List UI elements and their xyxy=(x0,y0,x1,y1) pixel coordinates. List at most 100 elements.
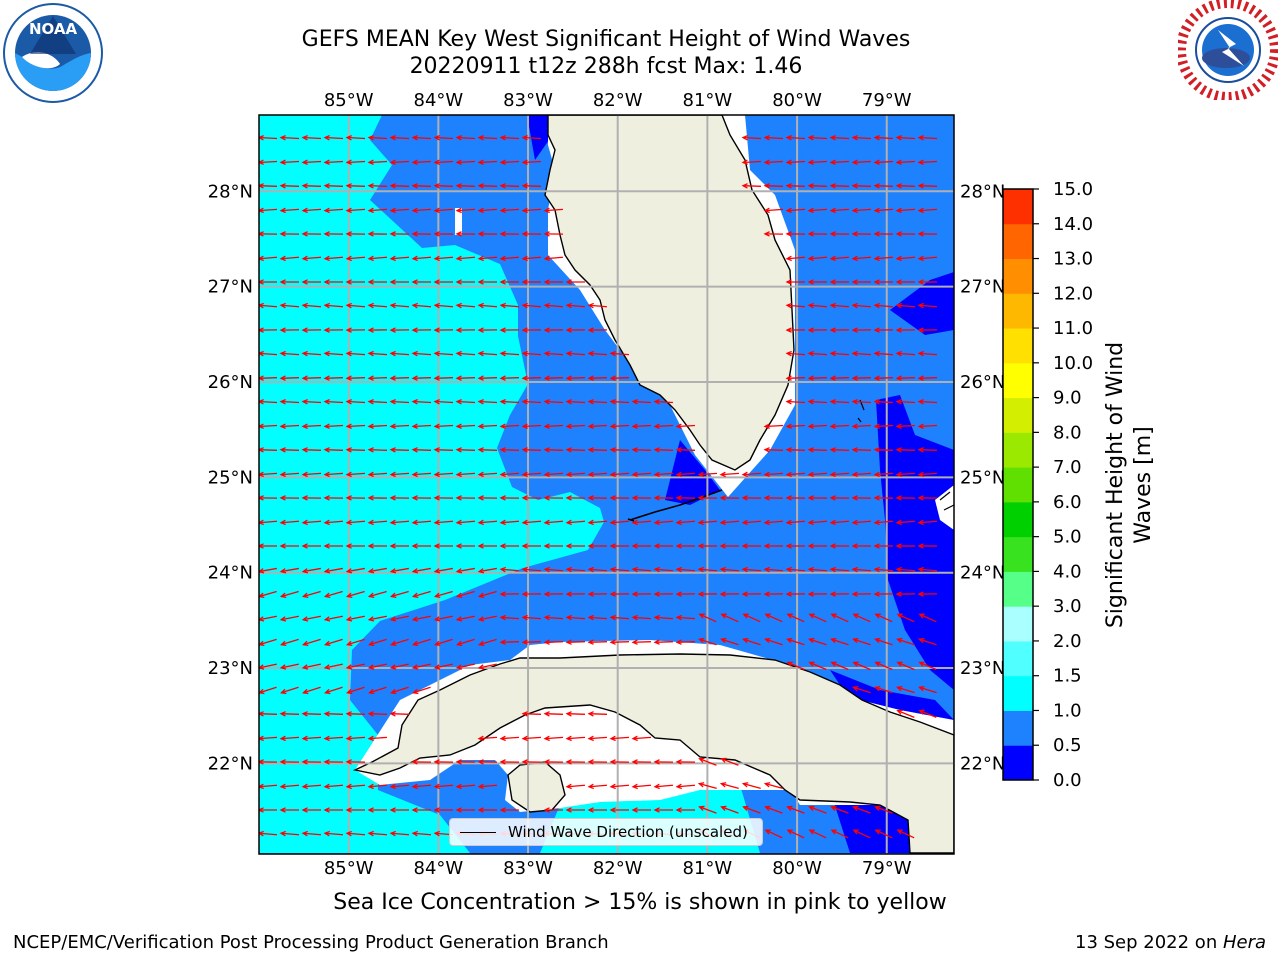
wave-arrow-head xyxy=(455,664,463,670)
wave-arrow xyxy=(281,663,299,669)
wave-arrow-head xyxy=(785,447,792,453)
wave-arrow-head xyxy=(829,398,836,405)
wave-arrow-head xyxy=(301,519,308,526)
wave-arrow xyxy=(676,641,696,643)
wave-arrow xyxy=(500,160,520,164)
wave-arrow xyxy=(368,136,388,140)
wave-arrow xyxy=(721,613,739,623)
wave-arrow xyxy=(544,641,564,643)
wave-arrow-head xyxy=(631,471,638,478)
wave-arrow-head xyxy=(367,519,374,526)
wave-arrow-head xyxy=(345,640,353,647)
wave-arrow xyxy=(720,472,740,476)
colorbar-frame xyxy=(1002,188,1034,781)
wave-arrow-head xyxy=(543,302,550,309)
wave-arrow-head xyxy=(345,375,352,381)
wave-arrow-head xyxy=(675,639,682,645)
wave-arrow-head xyxy=(367,398,374,405)
lon-tick-label: 82°W xyxy=(593,90,643,111)
wave-arrow-head xyxy=(587,302,594,309)
wave-arrow-head xyxy=(499,134,506,141)
wave-arrow-head xyxy=(895,471,902,478)
wave-arrow xyxy=(303,686,321,694)
wave-arrow-head xyxy=(345,159,352,166)
wave-arrow-head xyxy=(763,471,770,478)
wave-arrow xyxy=(544,736,564,740)
wave-arrow-head xyxy=(543,807,550,813)
wave-arrow xyxy=(676,449,696,451)
wave-arrow-head xyxy=(653,447,660,453)
wave-arrow-head xyxy=(851,350,858,357)
wave-arrow-head xyxy=(785,327,792,333)
wave-arrow-head xyxy=(807,207,814,214)
wave-arrow-head xyxy=(873,447,880,453)
wave-arrow xyxy=(809,661,827,671)
wave-arrow-head xyxy=(455,134,462,141)
wave-arrow-head xyxy=(455,231,462,237)
wave-arrow-head xyxy=(389,207,396,214)
wave-arrow-head xyxy=(873,591,880,597)
wave-arrow-head xyxy=(389,255,396,262)
wave-arrow-head xyxy=(786,637,793,644)
wave-arrow-head xyxy=(851,327,858,333)
wave-arrow-head xyxy=(609,759,616,765)
wave-arrow-head xyxy=(785,159,792,166)
wave-arrow-head xyxy=(323,543,330,549)
wave-arrow-head xyxy=(521,183,528,189)
wave-arrow-head xyxy=(323,183,330,189)
wave-arrow xyxy=(259,424,278,428)
wave-arrow-head xyxy=(895,566,902,573)
wave-arrow xyxy=(721,758,739,766)
wave-arrow xyxy=(610,641,630,643)
wave-arrow xyxy=(786,352,806,356)
wave-arrow xyxy=(853,686,871,694)
wave-arrow xyxy=(742,160,762,164)
wave-arrow xyxy=(478,424,498,428)
wave-arrow-head xyxy=(587,327,594,333)
wave-arrow xyxy=(500,185,520,187)
wave-arrow-head xyxy=(279,255,286,262)
wave-arrow xyxy=(281,590,299,598)
wave-arrow-head xyxy=(455,759,462,765)
noaa-logo: NOAA xyxy=(3,3,103,103)
wave-arrow-head xyxy=(653,398,660,405)
wave-arrow xyxy=(742,472,762,476)
wave-arrow-head xyxy=(653,471,660,478)
wave-arrow xyxy=(478,304,498,308)
wave-arrow-head xyxy=(433,207,440,214)
wave-arrow xyxy=(874,449,894,451)
wave-arrow-head xyxy=(521,591,528,597)
wave-arrow xyxy=(280,736,300,740)
wave-arrow xyxy=(390,784,410,788)
wave-arrow-head xyxy=(697,519,704,526)
wave-arrow xyxy=(390,352,410,356)
wave-arrow-head xyxy=(917,519,924,526)
wave-arrow-head xyxy=(697,495,704,501)
wave-arrow-head xyxy=(324,688,331,695)
wave-arrow xyxy=(280,784,300,788)
wave-arrow xyxy=(566,377,586,379)
wave-band-0-05-nw-corner xyxy=(527,115,549,160)
wave-arrow xyxy=(324,208,344,212)
wave-arrow-head xyxy=(764,829,771,835)
wave-arrow-head xyxy=(279,159,286,166)
wave-arrow-head xyxy=(719,782,727,788)
wave-arrow xyxy=(632,784,652,788)
wave-arrow xyxy=(874,185,894,187)
wave-arrow xyxy=(479,615,497,621)
wave-arrow-head xyxy=(279,759,286,765)
wave-arrow xyxy=(699,638,717,646)
wave-arrow xyxy=(500,520,520,524)
wave-arrow xyxy=(324,304,344,308)
wave-arrow-head xyxy=(345,398,352,405)
wave-arrow xyxy=(435,590,453,598)
wave-arrow-head xyxy=(389,664,397,670)
wave-arrow xyxy=(787,661,805,671)
wave-arrow xyxy=(721,783,739,789)
wave-arrow-head xyxy=(477,398,484,405)
wave-arrow xyxy=(457,590,475,598)
wave-arrow-head xyxy=(499,807,506,813)
wave-arrow xyxy=(412,832,432,836)
wave-arrow xyxy=(522,472,542,476)
wave-arrow xyxy=(610,424,630,428)
